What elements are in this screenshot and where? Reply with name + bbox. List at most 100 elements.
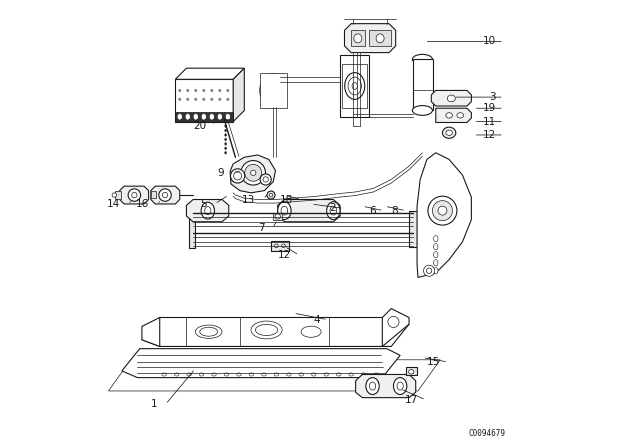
Ellipse shape <box>241 160 266 185</box>
Ellipse shape <box>251 321 282 339</box>
Ellipse shape <box>348 77 362 95</box>
Text: C0094679: C0094679 <box>468 429 506 438</box>
Polygon shape <box>186 199 228 222</box>
Text: 15: 15 <box>427 357 440 367</box>
Ellipse shape <box>446 113 452 118</box>
Ellipse shape <box>234 172 242 180</box>
Polygon shape <box>142 318 160 346</box>
Bar <box>413 59 433 111</box>
Polygon shape <box>382 309 409 346</box>
Ellipse shape <box>275 244 278 248</box>
Polygon shape <box>436 108 472 122</box>
Text: 12: 12 <box>278 250 291 260</box>
Ellipse shape <box>219 98 221 100</box>
Ellipse shape <box>227 89 229 91</box>
Ellipse shape <box>433 260 438 266</box>
Text: 7: 7 <box>258 224 264 233</box>
Ellipse shape <box>438 206 447 215</box>
Ellipse shape <box>369 382 376 390</box>
Ellipse shape <box>299 373 303 376</box>
Ellipse shape <box>211 98 213 100</box>
Ellipse shape <box>225 138 227 141</box>
Ellipse shape <box>433 201 452 221</box>
Ellipse shape <box>260 74 287 107</box>
Text: 12: 12 <box>483 130 496 140</box>
Ellipse shape <box>203 89 205 91</box>
Ellipse shape <box>201 113 207 120</box>
Polygon shape <box>175 68 244 79</box>
Polygon shape <box>417 153 472 277</box>
Ellipse shape <box>199 373 204 376</box>
Text: 5: 5 <box>200 199 207 209</box>
Ellipse shape <box>225 151 227 154</box>
Polygon shape <box>151 186 180 204</box>
Ellipse shape <box>330 206 337 215</box>
Bar <box>351 30 365 46</box>
Ellipse shape <box>195 98 197 100</box>
Polygon shape <box>230 155 275 193</box>
Bar <box>406 367 417 375</box>
Ellipse shape <box>162 373 166 376</box>
Text: 2: 2 <box>329 203 335 213</box>
Ellipse shape <box>260 174 271 185</box>
Ellipse shape <box>195 325 222 338</box>
Ellipse shape <box>163 192 168 198</box>
Polygon shape <box>122 349 400 378</box>
Ellipse shape <box>187 89 189 91</box>
Ellipse shape <box>267 191 275 199</box>
Ellipse shape <box>203 98 205 100</box>
Ellipse shape <box>193 113 198 120</box>
Ellipse shape <box>278 202 291 220</box>
Ellipse shape <box>185 113 191 120</box>
Ellipse shape <box>433 244 438 250</box>
Text: 19: 19 <box>483 103 496 113</box>
Ellipse shape <box>287 373 291 376</box>
Ellipse shape <box>249 373 253 376</box>
Ellipse shape <box>132 192 137 198</box>
Bar <box>271 241 289 251</box>
Ellipse shape <box>112 193 116 197</box>
Ellipse shape <box>224 373 228 376</box>
Ellipse shape <box>270 86 276 95</box>
Ellipse shape <box>237 373 241 376</box>
Ellipse shape <box>326 202 340 220</box>
Text: 14: 14 <box>106 199 120 209</box>
Polygon shape <box>233 68 244 121</box>
Ellipse shape <box>412 54 433 64</box>
Bar <box>175 112 233 121</box>
Text: 11: 11 <box>483 116 496 127</box>
Polygon shape <box>344 24 396 52</box>
Ellipse shape <box>324 373 328 376</box>
Ellipse shape <box>225 147 227 150</box>
Polygon shape <box>142 318 409 346</box>
Ellipse shape <box>187 373 191 376</box>
Ellipse shape <box>433 236 438 242</box>
Bar <box>409 211 417 247</box>
Ellipse shape <box>225 134 227 136</box>
Polygon shape <box>340 55 369 117</box>
Ellipse shape <box>412 106 433 116</box>
Text: 18: 18 <box>280 194 293 205</box>
Ellipse shape <box>282 244 285 248</box>
Polygon shape <box>120 186 148 204</box>
Ellipse shape <box>376 34 384 43</box>
Ellipse shape <box>250 170 256 176</box>
Ellipse shape <box>447 95 455 102</box>
Ellipse shape <box>433 267 438 274</box>
Text: 3: 3 <box>489 92 496 102</box>
Ellipse shape <box>397 382 403 390</box>
Ellipse shape <box>205 207 211 215</box>
Ellipse shape <box>274 373 278 376</box>
Polygon shape <box>109 360 440 391</box>
Ellipse shape <box>219 89 221 91</box>
Ellipse shape <box>177 113 182 120</box>
Text: 9: 9 <box>218 168 224 178</box>
Bar <box>175 79 233 121</box>
Ellipse shape <box>301 326 321 337</box>
Ellipse shape <box>345 73 365 99</box>
Ellipse shape <box>225 113 230 120</box>
Ellipse shape <box>227 98 229 100</box>
Bar <box>189 211 195 249</box>
Bar <box>369 30 391 46</box>
Ellipse shape <box>349 373 353 376</box>
